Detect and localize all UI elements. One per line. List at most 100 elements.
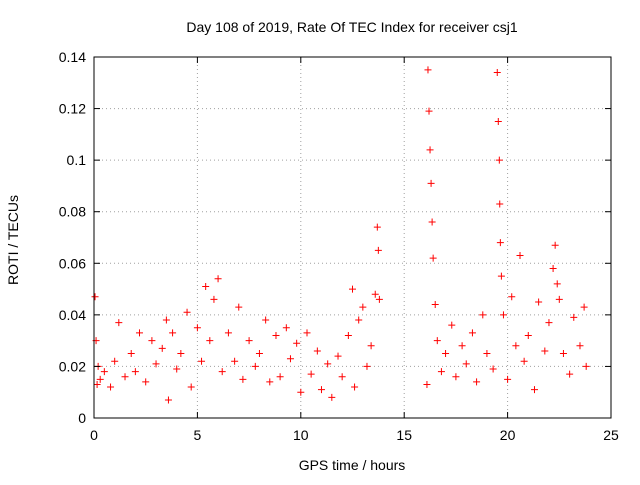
grid bbox=[94, 57, 611, 418]
x-tick-label: 0 bbox=[90, 427, 98, 443]
data-point bbox=[468, 329, 476, 337]
data-point bbox=[433, 337, 441, 345]
data-point bbox=[96, 375, 104, 383]
x-tick-label: 10 bbox=[293, 427, 309, 443]
data-point bbox=[504, 375, 512, 383]
y-tick-label: 0.04 bbox=[59, 307, 86, 323]
data-point bbox=[541, 347, 549, 355]
data-point bbox=[107, 383, 115, 391]
data-point bbox=[530, 386, 538, 394]
data-point bbox=[524, 331, 532, 339]
data-point bbox=[162, 316, 170, 324]
data-point bbox=[493, 68, 501, 76]
data-point bbox=[313, 347, 321, 355]
data-point bbox=[429, 254, 437, 262]
data-point bbox=[286, 355, 294, 363]
data-point bbox=[423, 380, 431, 388]
data-point bbox=[328, 393, 336, 401]
data-point bbox=[374, 246, 382, 254]
data-point bbox=[152, 360, 160, 368]
data-point bbox=[458, 342, 466, 350]
data-point bbox=[131, 368, 139, 376]
data-point bbox=[334, 352, 342, 360]
y-axis-label: ROTI / TECUs bbox=[5, 195, 21, 285]
data-point bbox=[173, 365, 181, 373]
data-point bbox=[489, 365, 497, 373]
data-point bbox=[559, 350, 567, 358]
data-point bbox=[426, 146, 434, 154]
data-point bbox=[580, 303, 588, 311]
data-point bbox=[437, 368, 445, 376]
data-point bbox=[344, 331, 352, 339]
data-point bbox=[245, 337, 253, 345]
data-point bbox=[324, 360, 332, 368]
data-point bbox=[495, 156, 503, 164]
data-point bbox=[218, 368, 226, 376]
x-tick-label: 5 bbox=[194, 427, 202, 443]
data-point bbox=[231, 357, 239, 365]
data-point bbox=[375, 295, 383, 303]
data-point bbox=[483, 350, 491, 358]
data-point bbox=[148, 337, 156, 345]
data-point bbox=[373, 223, 381, 231]
data-point bbox=[551, 241, 559, 249]
data-point bbox=[508, 293, 516, 301]
data-point bbox=[371, 290, 379, 298]
data-point bbox=[158, 344, 166, 352]
axis-ticks bbox=[93, 56, 612, 419]
data-point bbox=[355, 316, 363, 324]
data-point bbox=[494, 117, 502, 125]
data-point bbox=[545, 319, 553, 327]
data-point bbox=[255, 350, 263, 358]
data-point bbox=[431, 301, 439, 309]
y-tick-labels: 0 0.02 0.04 0.06 0.08 0.1 0.12 0.14 bbox=[59, 49, 86, 426]
data-point bbox=[512, 342, 520, 350]
data-point bbox=[266, 378, 274, 386]
y-tick-label: 0.08 bbox=[59, 204, 86, 220]
plot-frame bbox=[93, 56, 612, 419]
data-point bbox=[424, 66, 432, 74]
data-point bbox=[198, 357, 206, 365]
data-point bbox=[135, 329, 143, 337]
data-point bbox=[425, 107, 433, 115]
y-tick-label: 0.02 bbox=[59, 358, 86, 374]
data-point bbox=[193, 324, 201, 332]
data-point bbox=[452, 373, 460, 381]
x-tick-label: 15 bbox=[396, 427, 412, 443]
data-point bbox=[224, 329, 232, 337]
data-point bbox=[206, 337, 214, 345]
data-point bbox=[297, 388, 305, 396]
data-point bbox=[142, 378, 150, 386]
y-tick-label: 0.12 bbox=[59, 101, 86, 117]
data-point bbox=[428, 218, 436, 226]
data-point bbox=[535, 298, 543, 306]
x-tick-labels: 0 5 10 15 20 25 bbox=[90, 427, 619, 443]
data-point bbox=[462, 360, 470, 368]
data-point bbox=[276, 373, 284, 381]
data-point bbox=[239, 375, 247, 383]
chart-title: Day 108 of 2019, Rate Of TEC Index for r… bbox=[186, 19, 517, 35]
data-point bbox=[202, 282, 210, 290]
y-tick-label: 0.1 bbox=[67, 152, 87, 168]
data-point bbox=[553, 280, 561, 288]
data-point bbox=[115, 319, 123, 327]
data-point bbox=[582, 362, 590, 370]
data-point bbox=[251, 362, 259, 370]
data-point bbox=[427, 179, 435, 187]
x-tick-label: 20 bbox=[500, 427, 516, 443]
data-point bbox=[367, 342, 375, 350]
data-point bbox=[479, 311, 487, 319]
data-point bbox=[555, 295, 563, 303]
data-point bbox=[496, 200, 504, 208]
data-point bbox=[496, 239, 504, 247]
data-point bbox=[499, 311, 507, 319]
data-point bbox=[363, 362, 371, 370]
data-point bbox=[235, 303, 243, 311]
data-point bbox=[442, 350, 450, 358]
y-tick-label: 0 bbox=[78, 410, 86, 426]
data-point bbox=[497, 272, 505, 280]
data-point bbox=[448, 321, 456, 329]
data-point bbox=[121, 373, 129, 381]
